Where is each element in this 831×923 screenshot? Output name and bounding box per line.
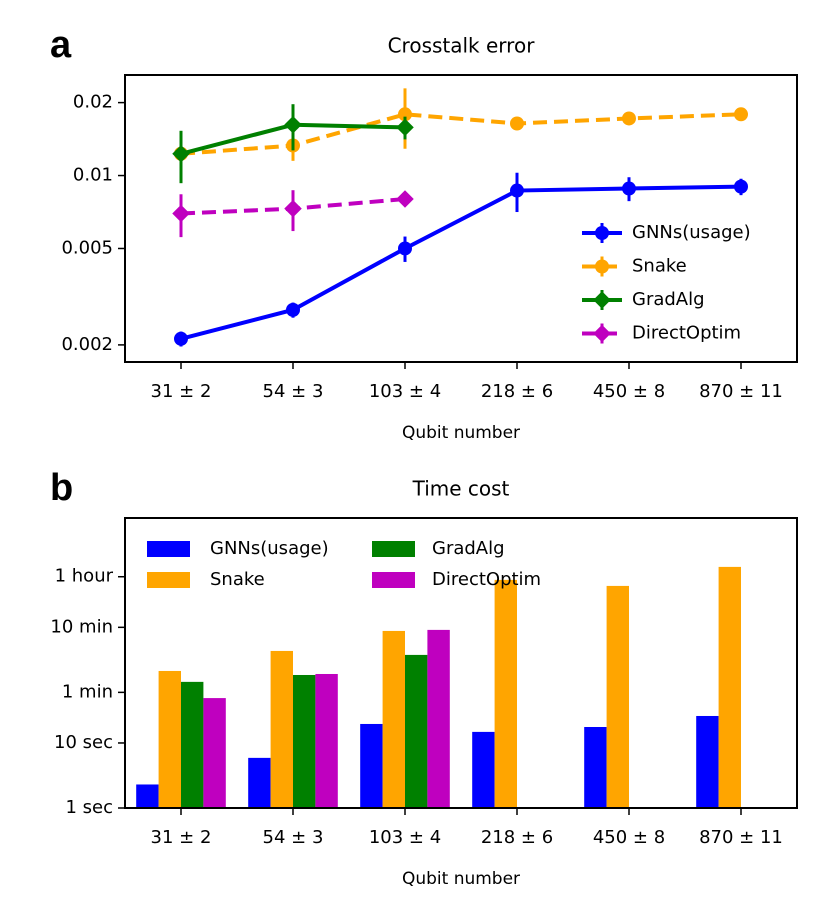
data-point [172, 204, 190, 223]
data-point [622, 111, 636, 126]
y-tick-label: 0.02 [73, 92, 113, 113]
data-point [398, 241, 412, 256]
y-tick-label: 0.005 [61, 237, 113, 258]
legend-label: GradAlg [632, 289, 705, 310]
data-point [174, 331, 188, 346]
legend-swatch [372, 572, 415, 588]
y-tick-label: 10 min [50, 616, 113, 637]
bar [136, 784, 159, 808]
x-tick-label: 218 ± 6 [481, 381, 553, 402]
legend-label: Snake [632, 256, 687, 277]
axes-frame [124, 74, 798, 363]
bar [494, 579, 517, 808]
data-point [622, 181, 636, 196]
data-point [510, 116, 524, 131]
legend-label: GradAlg [432, 538, 505, 559]
x-tick-label: 103 ± 4 [369, 381, 441, 402]
bar [315, 673, 338, 808]
bar [427, 629, 450, 808]
y-tick-label: 1 hour [55, 566, 114, 587]
panel-label: a [50, 24, 72, 66]
x-tick-label: 870 ± 11 [699, 827, 783, 848]
x-axis-label: Qubit number [402, 423, 520, 443]
data-point [284, 199, 302, 218]
bar [248, 757, 271, 808]
data-point [172, 145, 190, 163]
legend-marker [593, 291, 611, 309]
bar [293, 674, 316, 808]
legend-label: Snake [210, 569, 265, 590]
y-tick-label: 0.01 [73, 165, 113, 186]
legend-label: GNNs(usage) [210, 538, 329, 559]
bar [472, 731, 495, 808]
legend-marker [595, 259, 609, 274]
data-point [396, 118, 414, 137]
x-tick-label: 218 ± 6 [481, 827, 553, 848]
legend-label: DirectOptim [432, 569, 541, 590]
y-tick-label: 0.002 [61, 334, 113, 355]
bar [696, 715, 719, 808]
y-tick-label: 1 sec [65, 797, 113, 818]
series-line [180, 112, 742, 156]
x-tick-label: 31 ± 2 [151, 827, 212, 848]
legend-label: GNNs(usage) [632, 222, 751, 243]
legend-swatch [372, 541, 415, 557]
x-tick-label: 54 ± 3 [263, 381, 324, 402]
bar [405, 654, 428, 808]
bar [606, 585, 629, 808]
legend-marker [595, 226, 609, 240]
legend-swatch [147, 541, 190, 557]
bar [584, 727, 607, 808]
data-point [286, 302, 300, 317]
data-point [734, 179, 748, 194]
bar [718, 566, 741, 808]
data-point [396, 190, 414, 208]
chart-title: Time cost [412, 477, 510, 501]
x-tick-label: 870 ± 11 [699, 381, 783, 402]
legend-label: DirectOptim [632, 323, 741, 344]
x-tick-label: 103 ± 4 [369, 827, 441, 848]
bar [203, 698, 226, 808]
data-point [510, 183, 524, 198]
x-tick-label: 31 ± 2 [151, 381, 212, 402]
x-axis-label: Qubit number [402, 869, 520, 889]
bar [270, 650, 293, 808]
axes-frame [124, 517, 798, 809]
legend-swatch [147, 572, 190, 588]
y-tick-label: 1 min [62, 681, 113, 702]
data-point [734, 107, 748, 122]
legend-marker [593, 324, 611, 343]
bar [382, 630, 405, 808]
chart-title: Crosstalk error [388, 34, 536, 58]
bar [360, 723, 383, 808]
x-tick-label: 450 ± 8 [593, 827, 665, 848]
x-tick-label: 450 ± 8 [593, 381, 665, 402]
panel-label: b [50, 467, 73, 509]
bar [181, 681, 204, 808]
bar [158, 670, 181, 808]
data-point [284, 116, 302, 134]
y-tick-label: 10 sec [54, 732, 113, 753]
data-point [398, 107, 412, 122]
series-line [180, 184, 742, 341]
x-tick-label: 54 ± 3 [263, 827, 324, 848]
